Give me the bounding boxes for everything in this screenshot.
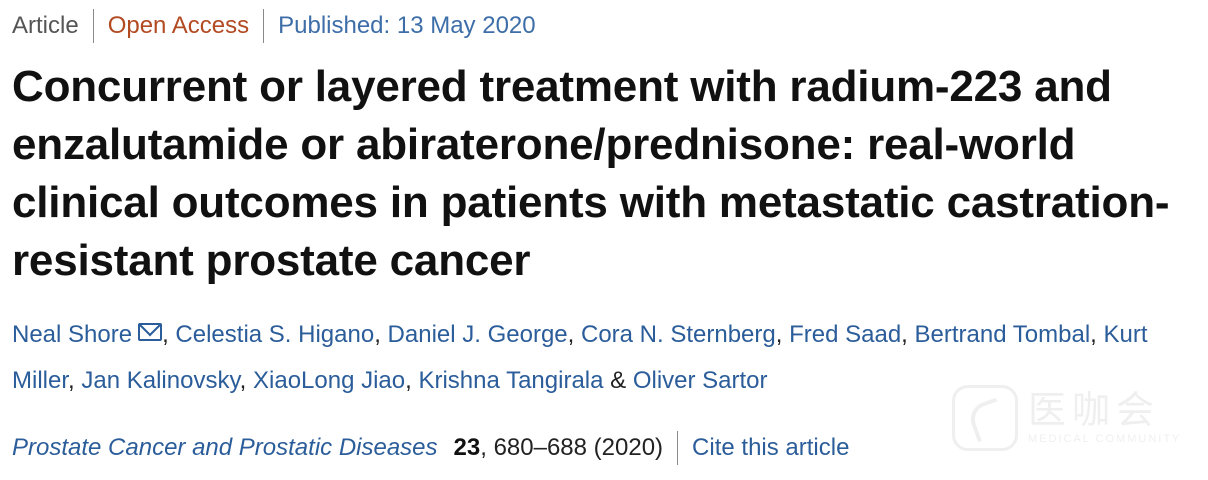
author-separator: & [603,367,633,394]
journal-volume: 23 [453,434,481,461]
article-type: Article [12,12,79,39]
author-link[interactable]: Neal Shore [12,321,133,348]
author-separator: , [405,367,419,394]
citation-divider [677,431,679,465]
author-list: Neal Shore, Celestia S. Higano, Daniel J… [12,312,1202,404]
author-link[interactable]: Kurt Miller [12,321,1148,394]
cite-this-article-link[interactable]: Cite this article [692,434,850,461]
watermark-title: 医咖会 [1028,390,1161,432]
author-separator: , [901,321,915,348]
author-link[interactable]: Daniel J. George [387,321,568,348]
author-separator: , [567,321,581,348]
watermark: 医咖会 MEDICAL COMMUNITY [952,376,1192,460]
citation-row: Prostate Cancer and Prostatic Diseases 2… [12,430,849,466]
journal-pages-year: , 680–688 (2020) [480,434,664,461]
author-separator: , [374,321,388,348]
author-separator: , [68,367,82,394]
author-link[interactable]: Oliver Sartor [632,367,768,394]
author-link[interactable]: Cora N. Sternberg [580,321,776,348]
article-meta: Article Open Access Published: 13 May 20… [12,8,536,44]
watermark-logo-icon [952,385,1018,451]
open-access-badge: Open Access [107,12,250,39]
envelope-icon[interactable] [138,323,163,341]
meta-divider [263,9,265,43]
author-separator: , [239,367,253,394]
meta-divider [92,9,94,43]
watermark-subtitle: MEDICAL COMMUNITY [1028,433,1182,445]
author-link[interactable]: Bertrand Tombal [914,321,1091,348]
author-link[interactable]: Celestia S. Higano [175,321,375,348]
author-separator: , [1090,321,1104,348]
article-title: Concurrent or layered treatment with rad… [12,62,1170,285]
author-link[interactable]: Fred Saad [789,321,902,348]
author-link[interactable]: Jan Kalinovsky [81,367,240,394]
watermark-text: 医咖会 MEDICAL COMMUNITY [1028,390,1181,446]
journal-link[interactable]: Prostate Cancer and Prostatic Diseases [12,434,438,461]
author-separator: , [162,321,176,348]
author-link[interactable]: XiaoLong Jiao [253,367,406,394]
author-link[interactable]: Krishna Tangirala [418,367,604,394]
published-date: Published: 13 May 2020 [278,12,536,39]
author-separator: , [775,321,790,348]
